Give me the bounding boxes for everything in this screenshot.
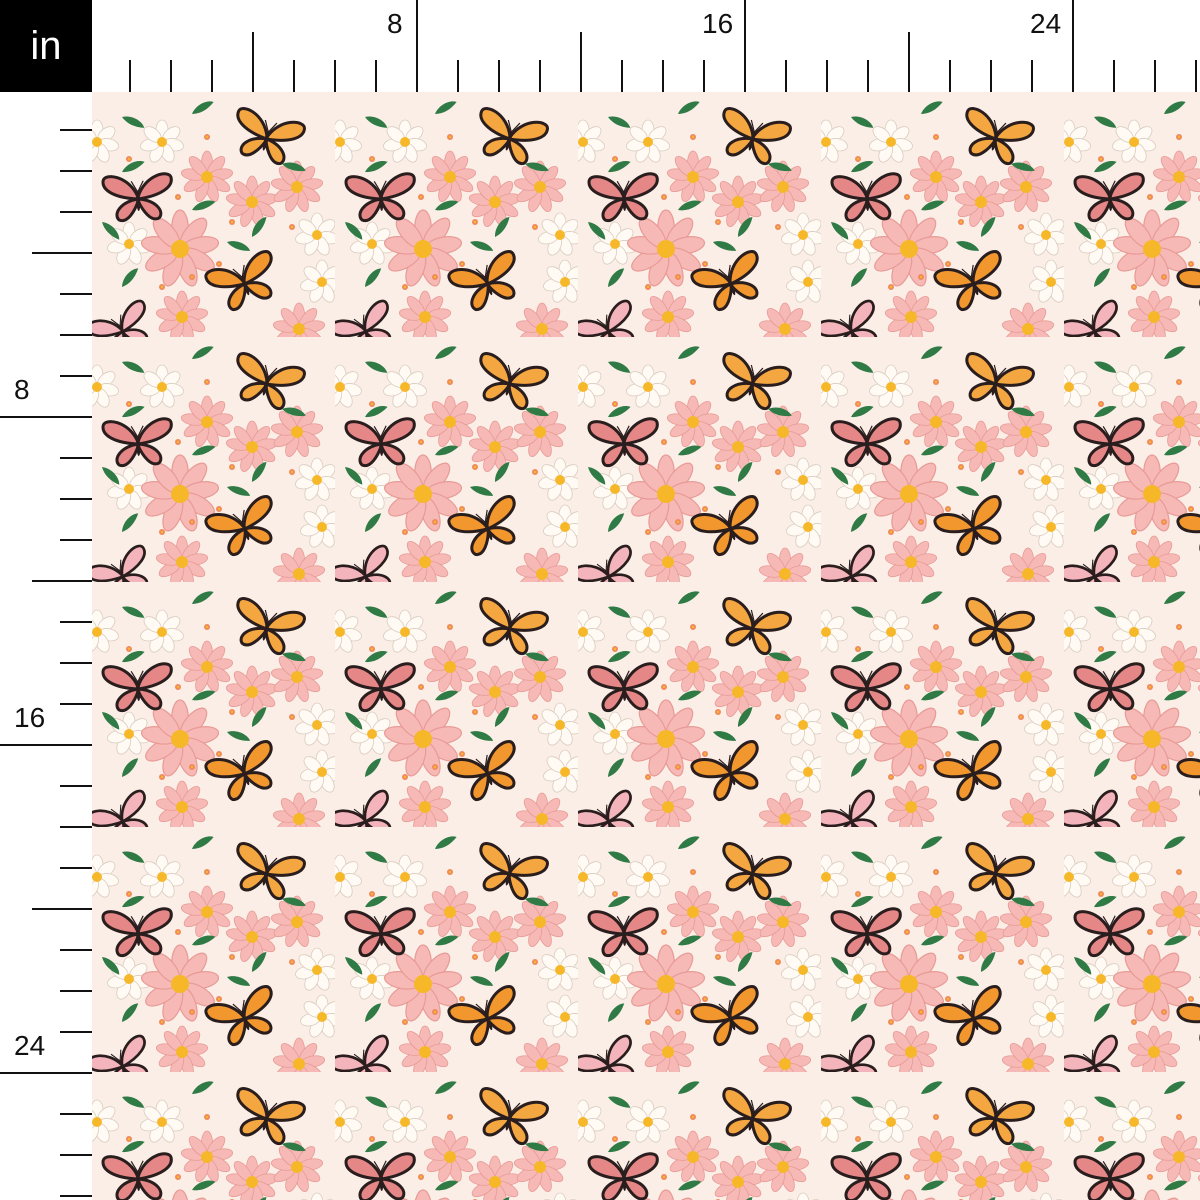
fabric-pattern-preview bbox=[92, 92, 1200, 1200]
pattern-fill bbox=[92, 92, 1200, 1200]
top-ruler-label-16: 16 bbox=[702, 8, 734, 39]
left-ruler-ticks bbox=[0, 129, 92, 1197]
left-ruler: 8 16 24 bbox=[0, 92, 92, 1200]
left-ruler-label-24: 24 bbox=[14, 1030, 46, 1061]
left-ruler-label-16: 16 bbox=[14, 702, 46, 733]
left-ruler-label-8: 8 bbox=[14, 374, 30, 405]
top-ruler: 8 16 24 bbox=[92, 0, 1200, 92]
top-ruler-label-8: 8 bbox=[387, 8, 403, 39]
top-ruler-label-24: 24 bbox=[1030, 8, 1062, 39]
top-ruler-ticks bbox=[129, 0, 1197, 92]
butterfly-floral-pattern bbox=[92, 92, 1200, 1200]
unit-label: in bbox=[0, 0, 92, 92]
